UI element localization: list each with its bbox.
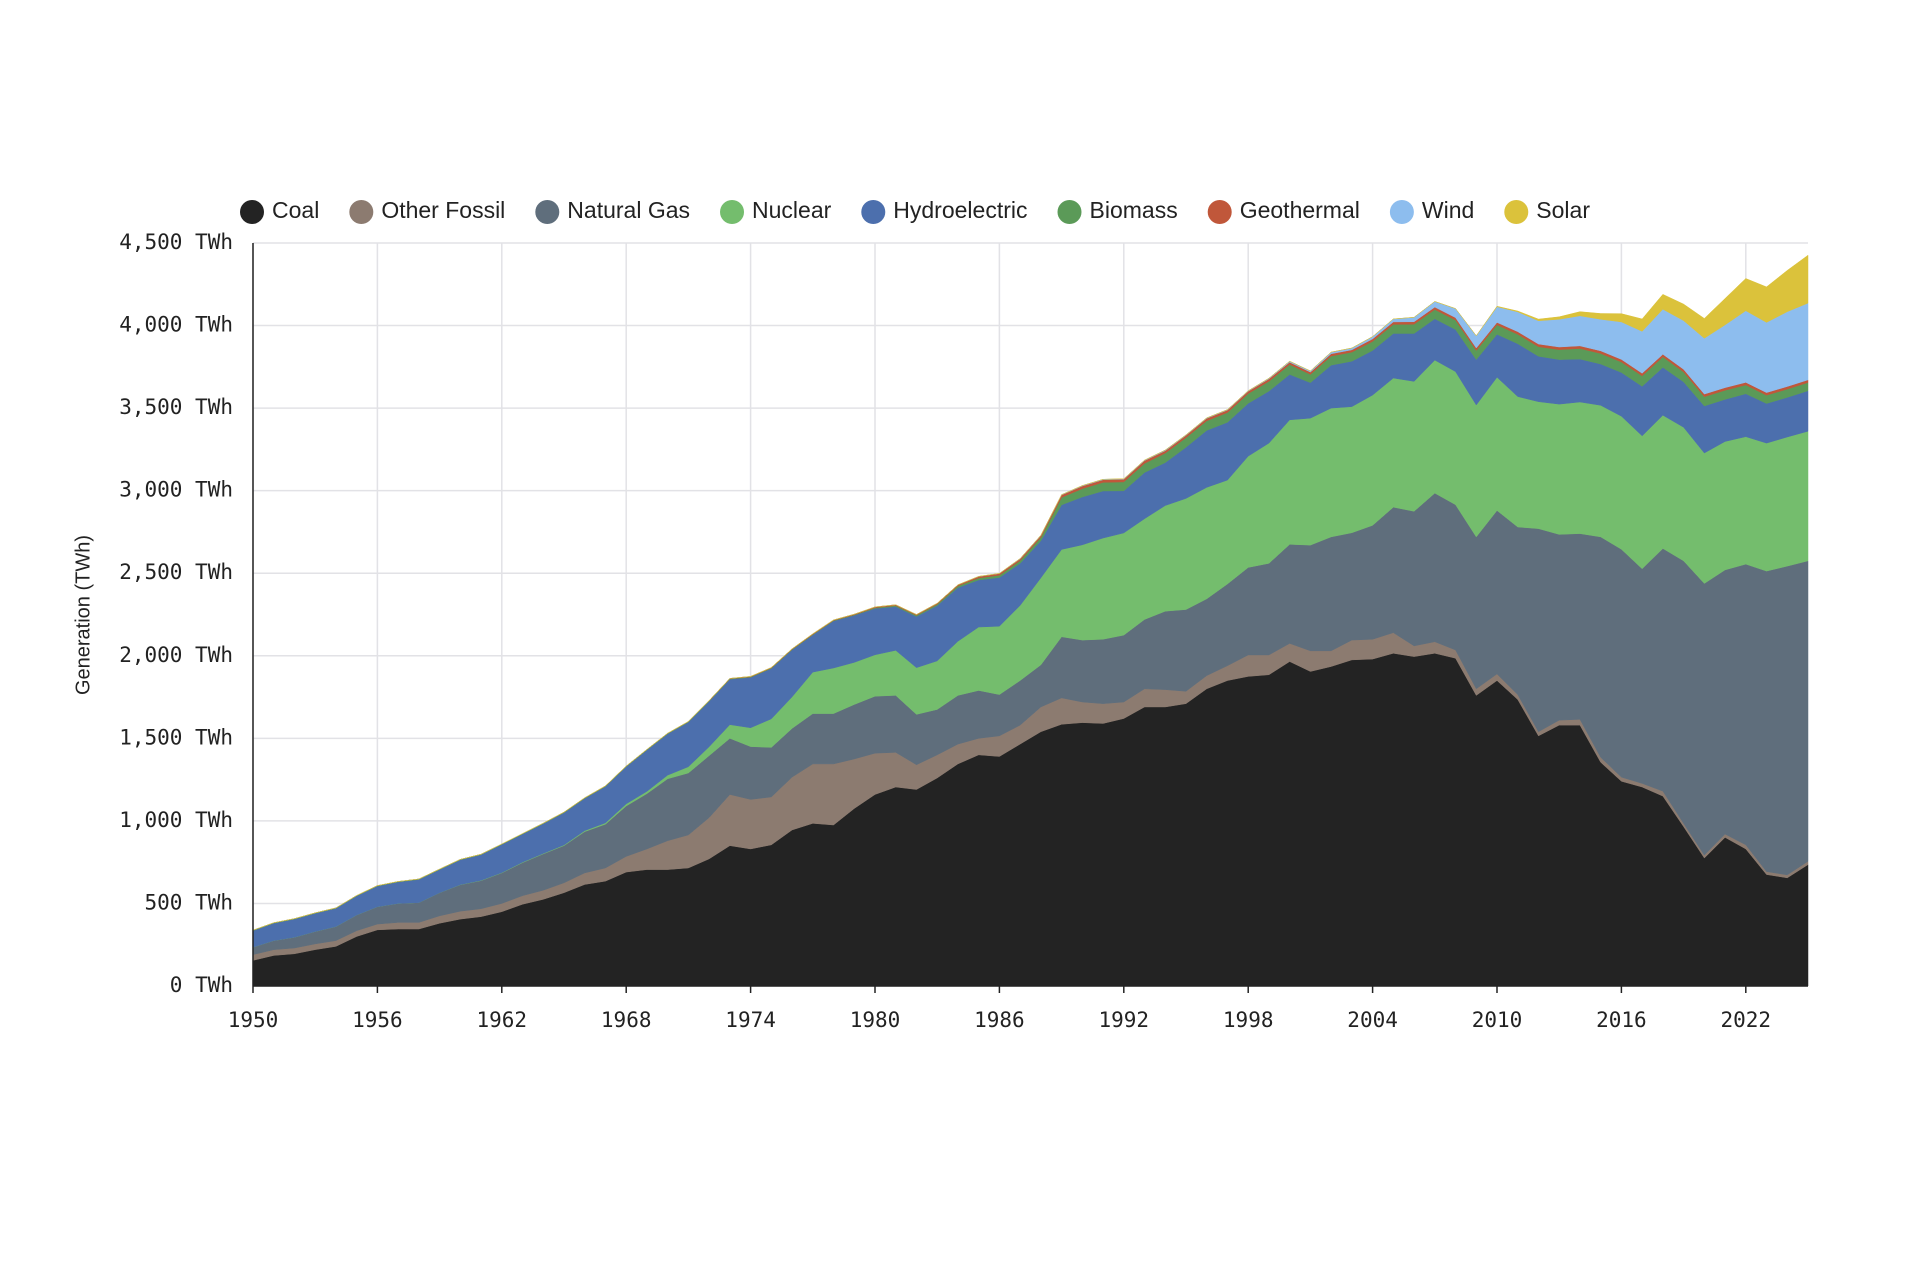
legend-label: Hydroelectric	[893, 197, 1027, 223]
legend-swatch	[1207, 200, 1232, 224]
x-tick-label: 1956	[352, 1008, 403, 1032]
y-tick-label: 2,500 TWh	[119, 560, 233, 584]
x-tick-label: 1950	[228, 1008, 279, 1032]
y-tick-label: 3,000 TWh	[119, 478, 233, 502]
legend-label: Solar	[1536, 197, 1590, 223]
y-tick-label: 1,500 TWh	[119, 725, 233, 749]
y-tick-label: 500 TWh	[144, 890, 233, 914]
legend-swatch	[1389, 200, 1414, 224]
legend-swatch	[861, 200, 886, 224]
legend-swatch	[349, 200, 374, 224]
y-tick-label: 0 TWh	[170, 973, 233, 997]
x-tick-label: 1974	[725, 1008, 776, 1032]
x-tick-label: 1998	[1223, 1008, 1274, 1032]
x-tick-label: 1992	[1099, 1008, 1150, 1032]
y-tick-label: 2,000 TWh	[119, 643, 233, 667]
legend-label: Other Fossil	[381, 197, 505, 223]
legend-swatch	[535, 200, 560, 224]
x-tick-label: 1980	[850, 1008, 901, 1032]
legend-swatch	[1057, 200, 1082, 224]
legend-label: Natural Gas	[567, 197, 690, 223]
legend-label: Wind	[1422, 197, 1474, 223]
y-tick-label: 3,500 TWh	[119, 395, 233, 419]
x-tick-label: 2004	[1347, 1008, 1398, 1032]
legend-label: Biomass	[1090, 197, 1178, 223]
legend-swatch	[240, 200, 264, 224]
x-tick-label: 2016	[1596, 1008, 1647, 1032]
x-tick-label: 1986	[974, 1008, 1025, 1032]
legend-label: Geothermal	[1240, 197, 1360, 223]
x-tick-label: 2022	[1721, 1008, 1772, 1032]
y-tick-label: 4,500 TWh	[119, 230, 233, 254]
legend-label: Nuclear	[752, 197, 832, 223]
y-axis-label: Generation (TWh)	[72, 535, 94, 695]
legend-label: Coal	[272, 197, 319, 223]
y-tick-label: 4,000 TWh	[119, 313, 233, 337]
x-tick-label: 1968	[601, 1008, 652, 1032]
x-tick-label: 2010	[1472, 1008, 1523, 1032]
y-tick-label: 1,000 TWh	[119, 808, 233, 832]
legend-swatch	[1504, 200, 1529, 224]
x-tick-label: 1962	[477, 1008, 528, 1032]
legend-swatch	[720, 200, 745, 224]
area	[252, 254, 1809, 931]
